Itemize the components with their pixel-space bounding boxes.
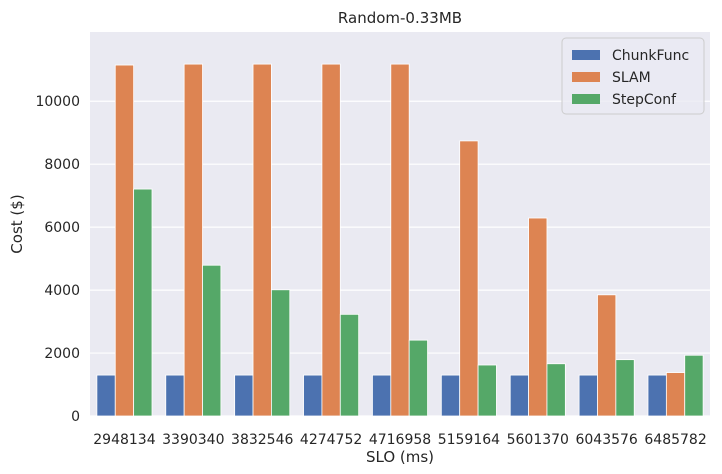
bar-stepconf-6043576 xyxy=(615,359,635,417)
x-tick-label: 5601370 xyxy=(507,432,569,448)
y-tick-label: 6000 xyxy=(44,220,80,236)
bar-stepconf-5159164 xyxy=(477,364,497,417)
chart-title: Random-0.33MB xyxy=(338,9,462,27)
bar-slam-3390340 xyxy=(183,63,203,417)
bar-chunkfunc-3832546 xyxy=(234,374,254,417)
x-tick-label: 3832546 xyxy=(231,432,293,448)
x-tick-label: 3390340 xyxy=(162,432,224,448)
bar-slam-5601370 xyxy=(528,217,548,417)
bar-stepconf-6485782 xyxy=(684,354,704,417)
bar-stepconf-2948134 xyxy=(133,188,153,417)
bars xyxy=(96,63,704,417)
x-tick-label: 5159164 xyxy=(438,432,500,448)
y-axis-ticks: 0 2000 4000 6000 8000 10000 xyxy=(35,94,80,425)
x-axis-ticks: 2948134 3390340 3832546 4274752 4716958 51591… xyxy=(93,432,706,448)
legend-label-slam: SLAM xyxy=(612,70,651,86)
legend-swatch-chunkfunc xyxy=(572,50,600,60)
bar-chunkfunc-2948134 xyxy=(96,374,116,417)
x-axis-label: SLO (ms) xyxy=(366,448,434,466)
bar-chunkfunc-6043576 xyxy=(578,374,598,417)
bar-slam-3832546 xyxy=(252,63,272,417)
y-tick-label: 2000 xyxy=(44,346,80,362)
x-tick-label: 6043576 xyxy=(575,432,637,448)
legend-label-chunkfunc: ChunkFunc xyxy=(612,48,689,64)
legend: ChunkFunc SLAM StepConf xyxy=(561,37,705,115)
y-tick-label: 10000 xyxy=(35,94,80,110)
bar-slam-2948134 xyxy=(114,64,135,417)
bar-slam-4274752 xyxy=(321,63,341,417)
bar-slam-6485782 xyxy=(665,372,686,417)
bar-stepconf-4716958 xyxy=(408,339,428,417)
y-axis-label: Cost ($) xyxy=(8,194,26,253)
legend-swatch-stepconf xyxy=(572,94,600,104)
y-tick-label: 0 xyxy=(71,409,80,425)
y-tick-label: 4000 xyxy=(44,283,80,299)
bar-slam-4716958 xyxy=(390,63,410,417)
bar-chunkfunc-4274752 xyxy=(303,374,323,417)
bar-chunkfunc-5159164 xyxy=(440,374,461,417)
x-tick-label: 6485782 xyxy=(644,432,706,448)
x-tick-label: 2948134 xyxy=(93,432,155,448)
bar-slam-5159164 xyxy=(459,140,479,417)
legend-swatch-slam xyxy=(572,72,600,82)
bar-chunkfunc-6485782 xyxy=(647,374,667,417)
bar-chunkfunc-3390340 xyxy=(165,374,185,417)
x-tick-label: 4274752 xyxy=(300,432,362,448)
bar-chunkfunc-4716958 xyxy=(372,374,392,417)
bar-stepconf-4274752 xyxy=(339,313,360,417)
legend-label-stepconf: StepConf xyxy=(612,92,677,108)
bar-stepconf-5601370 xyxy=(546,363,566,417)
bar-stepconf-3832546 xyxy=(271,289,291,417)
x-tick-label: 4716958 xyxy=(369,432,431,448)
bar-chunkfunc-5601370 xyxy=(509,374,529,417)
y-tick-label: 8000 xyxy=(44,157,80,173)
bar-slam-6043576 xyxy=(597,294,617,417)
bar-stepconf-3390340 xyxy=(202,264,222,417)
